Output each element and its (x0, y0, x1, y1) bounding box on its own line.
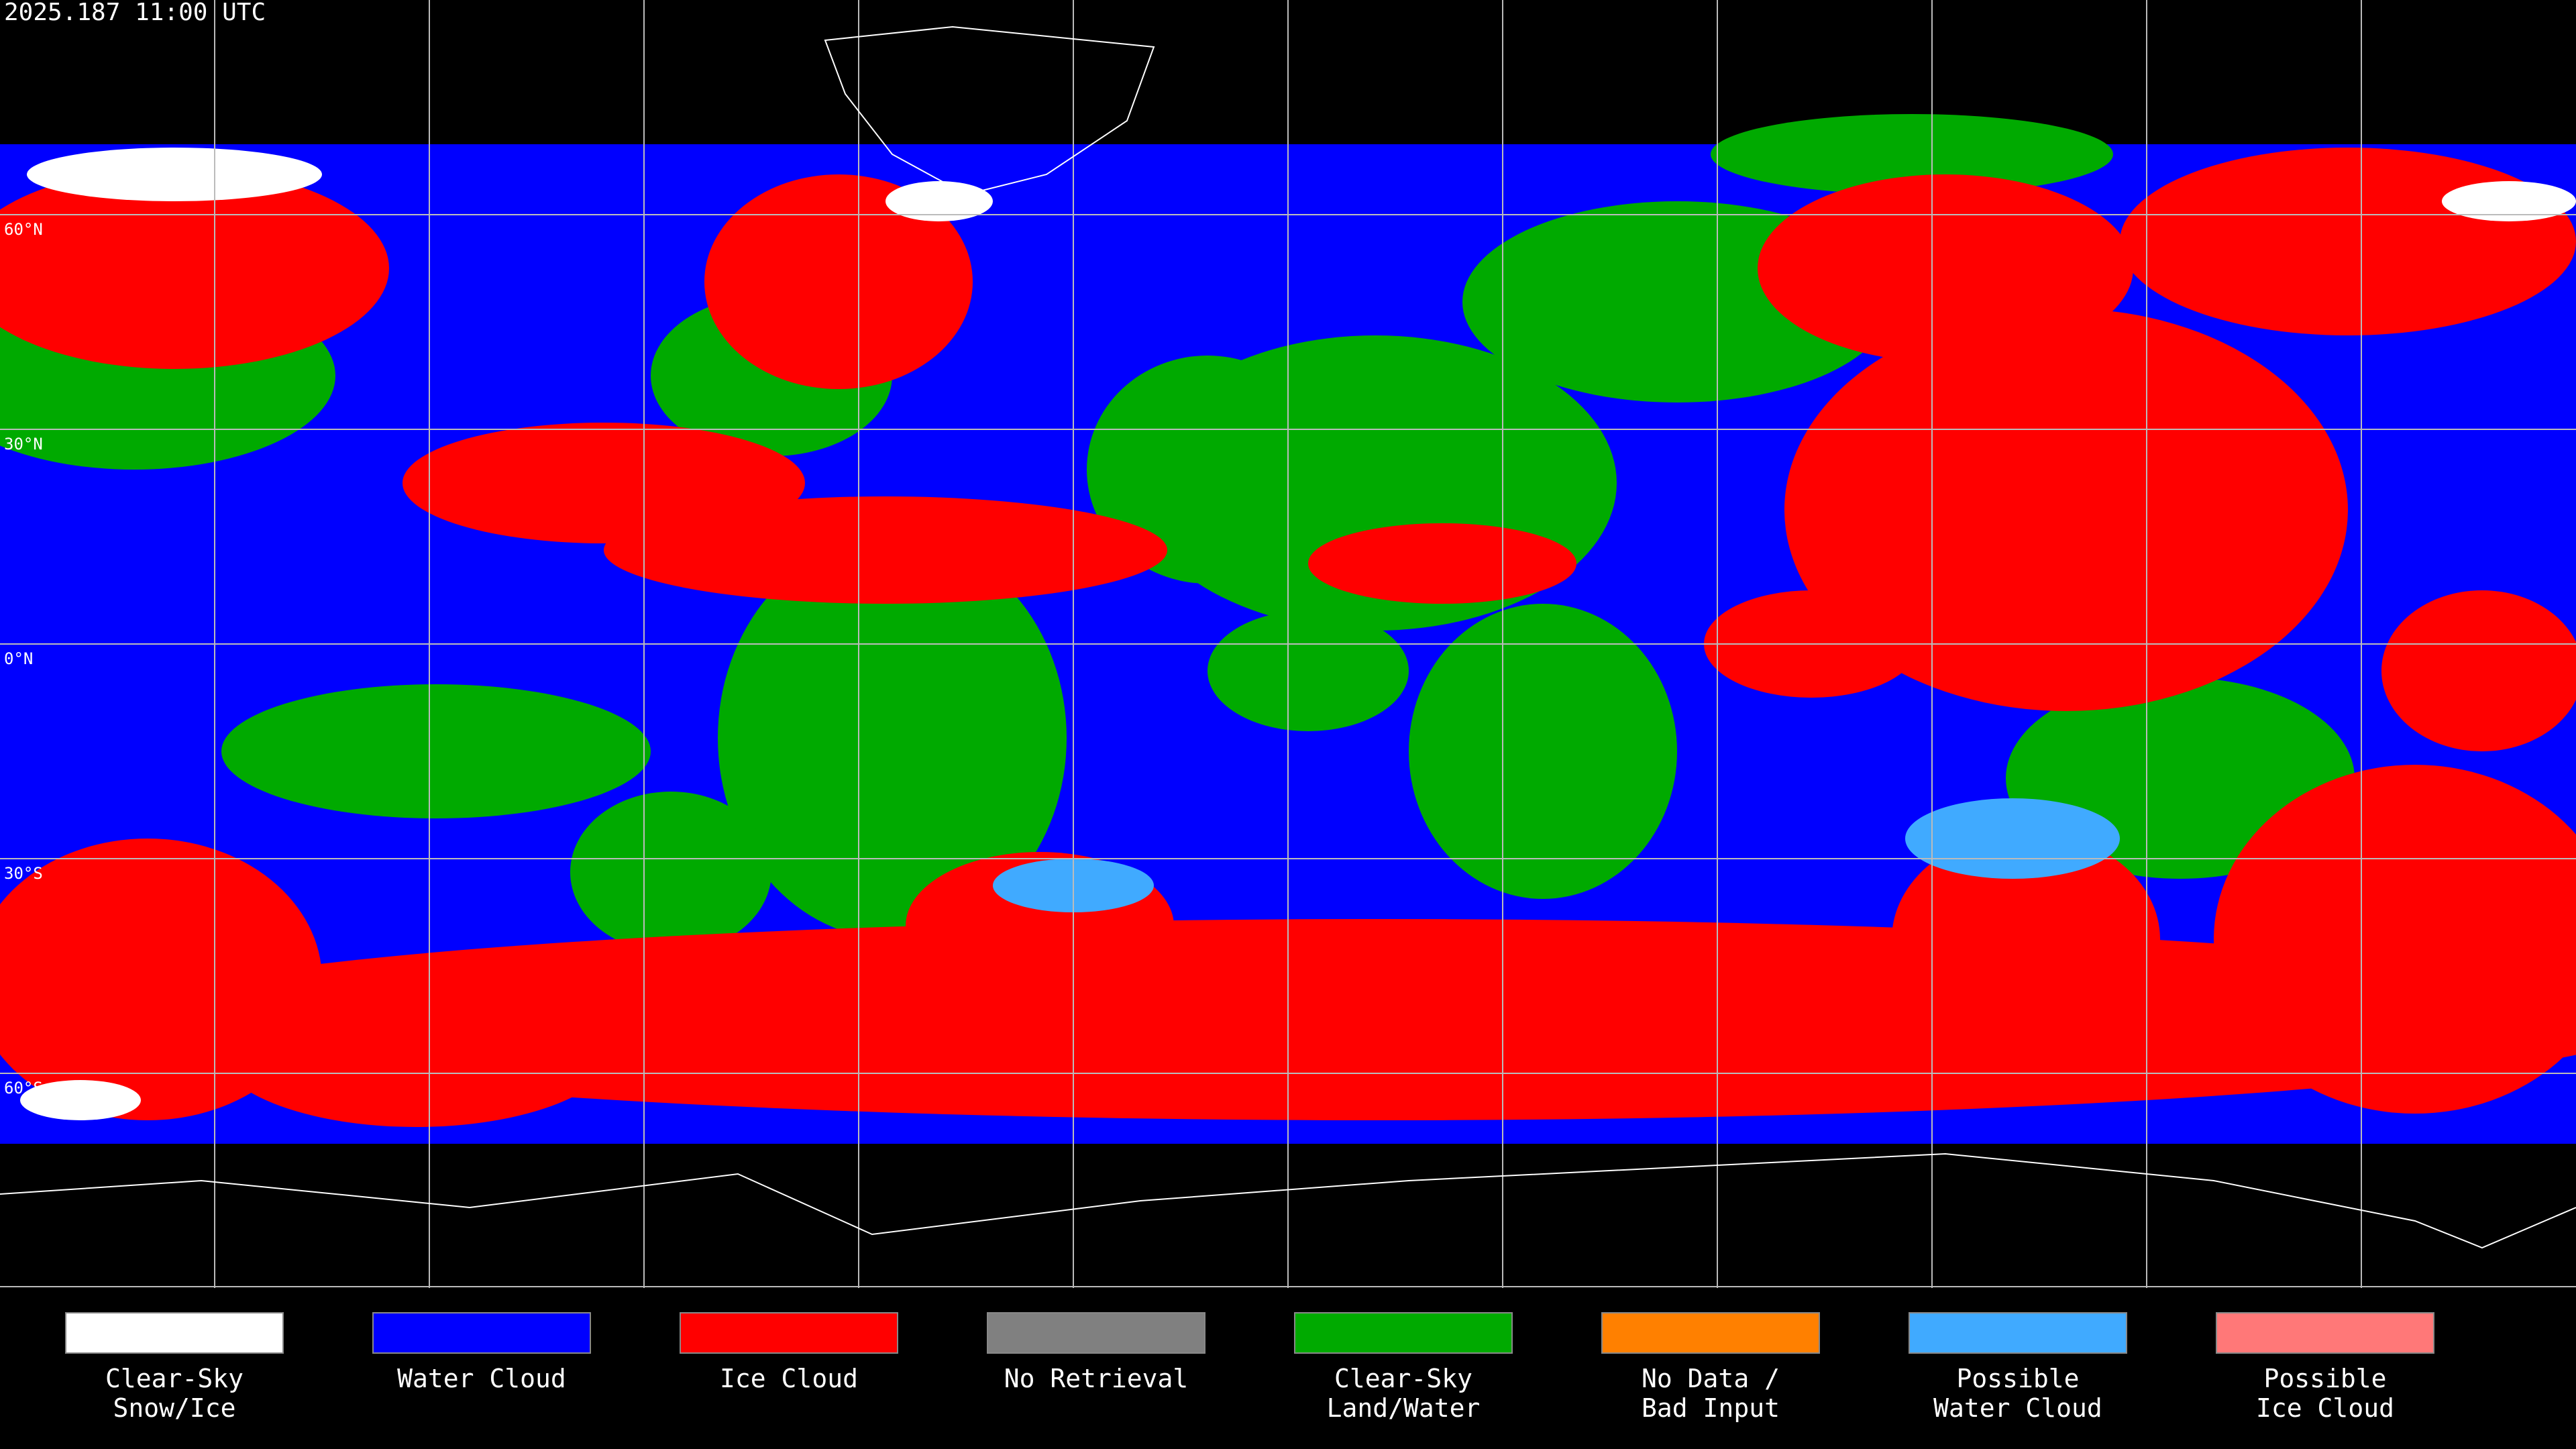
cloud-region (215, 966, 617, 1127)
timestamp: 2025.187 11:00 UTC (4, 0, 266, 26)
cloud-region (1308, 523, 1576, 604)
latitude-label: 60°N (4, 220, 43, 239)
cloud-region (1892, 832, 2160, 1046)
legend-swatch (680, 1312, 898, 1354)
cloud-region (1784, 309, 2348, 711)
cloud-region (221, 684, 651, 818)
cloud-region (2214, 765, 2576, 1114)
legend-swatch (2216, 1312, 2434, 1354)
legend-label: No Retrieval (1004, 1364, 1189, 1393)
cloud-region (704, 174, 973, 389)
coastline-antarctica (0, 1152, 2576, 1249)
cloud-region (1409, 604, 1677, 899)
legend-label: Water Cloud (1933, 1393, 2102, 1423)
cloud-region (2381, 590, 2576, 751)
legend-label: Bad Input (1642, 1393, 1780, 1423)
legend-swatch (372, 1312, 591, 1354)
cloud-region (2442, 181, 2576, 221)
cloud-region (0, 168, 389, 369)
legend-label: Clear-Sky (1334, 1364, 1472, 1393)
coastline-greenland (824, 25, 1155, 196)
legend-label: Land/Water (1327, 1393, 1481, 1423)
cloud-region (885, 181, 993, 221)
legend-label: Ice Cloud (2256, 1393, 2394, 1423)
cloud-region (20, 1080, 141, 1120)
legend-label: Possible (2263, 1364, 2386, 1393)
cloud-region (1758, 174, 2133, 362)
legend-swatch (1601, 1312, 1820, 1354)
cloud-region (27, 148, 322, 201)
latitude-label: 60°S (4, 1079, 43, 1097)
legend-label: Possible (1956, 1364, 2079, 1393)
legend-label: Snow/Ice (113, 1393, 235, 1423)
legend-swatch (987, 1312, 1205, 1354)
cloud-region (718, 537, 1067, 939)
cloud-region (1711, 114, 2113, 195)
cloud-region (570, 792, 771, 953)
latitude-label: 30°S (4, 864, 43, 883)
legend-label: Ice Cloud (720, 1364, 858, 1393)
graticule: 60°N 30°N 0°N 30°S 60°S (0, 0, 2576, 1288)
cloud-region (1208, 610, 1409, 731)
cloud-region (2120, 148, 2576, 335)
cloud-region (1905, 798, 2120, 879)
cloud-region (604, 496, 1167, 604)
legend-swatch (1294, 1312, 1513, 1354)
legend-label: Clear-Sky (105, 1364, 244, 1393)
legend-label: Water Cloud (397, 1364, 566, 1393)
latitude-label: 30°N (4, 435, 43, 453)
latitude-label: 0°N (4, 649, 33, 668)
legend-swatch (1909, 1312, 2127, 1354)
legend-swatch (65, 1312, 284, 1354)
legend-label: No Data / (1642, 1364, 1780, 1393)
